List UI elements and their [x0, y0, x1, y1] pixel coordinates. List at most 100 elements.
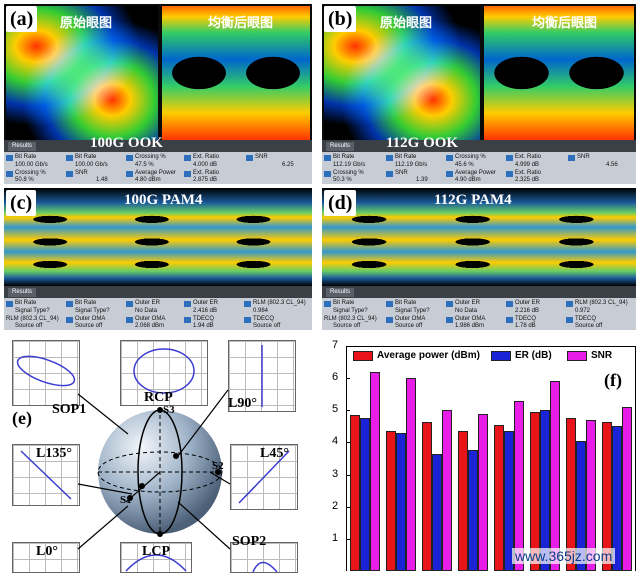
value-bit-rate-raw: 100.00 Gb/s — [15, 162, 48, 168]
panel-a: (a) 原始眼图 均衡后眼图 Results 100G OOK — [4, 4, 312, 152]
label-bit-rate: Bit Rate — [395, 154, 417, 160]
results-table-d: Bit Rate Signal Type? Bit Rate Signal Ty… — [322, 298, 636, 330]
info-icon — [506, 301, 513, 307]
equalized-eye-diagram-b — [484, 6, 634, 140]
y-tick-mark — [346, 410, 350, 412]
value-bit-rate-eq: 100.00 Gb/s — [75, 162, 108, 168]
bar-snr-3 — [442, 410, 452, 571]
info-icon — [506, 171, 513, 177]
label-outer-er: Outer ER — [455, 300, 481, 306]
legend-label-er: ER (dB) — [515, 350, 552, 361]
value-average-power: 4.90 dBm — [455, 177, 481, 183]
value-outer-er: No Data — [455, 308, 478, 314]
y-tick-label: 3 — [332, 467, 339, 480]
info-icon — [324, 301, 331, 307]
results-tabbar-c — [4, 286, 312, 298]
ellipse-lcp — [125, 554, 187, 572]
label-bit-rate: Bit Rate — [333, 300, 355, 306]
equalized-eye-diagram-a — [162, 6, 310, 140]
y-tick-mark — [346, 442, 350, 444]
y-tick-mark — [346, 538, 350, 540]
label-rlm: RLM (802.3 CL_94) — [324, 316, 377, 322]
info-icon — [6, 155, 13, 161]
state-label-lcp: LCP — [142, 544, 170, 559]
info-icon — [244, 301, 251, 307]
results-table-a: Bit Rate 100.00 Gb/s Bit Rate 100.00 Gb/… — [4, 152, 312, 184]
line-l90 — [261, 345, 263, 407]
y-tick-mark — [346, 474, 350, 476]
polarization-plot-l90 — [228, 340, 296, 412]
panel-c: (c) 100G PAM4 Results — [4, 188, 312, 298]
value-bit-rate-eq: 112.19 Gb/s — [395, 162, 428, 168]
y-tick-label: 2 — [332, 499, 339, 512]
results-tab-a[interactable]: Results — [8, 142, 37, 151]
line-l45 — [238, 450, 290, 504]
info-icon — [506, 155, 513, 161]
equalized-eye-title-b: 均衡后眼图 — [532, 16, 598, 31]
label-rlm: RLM (802.3 CL_94) — [253, 300, 306, 306]
label-crossing: Crossing % — [15, 170, 46, 176]
panel-e: (e) SOP1 RCP L90° L135° L45° L0° LCP SOP… — [0, 334, 320, 573]
label-snr: SNR — [75, 170, 88, 176]
label-rlm: RLM (802.3 CL_94) — [575, 300, 628, 306]
label-tdecq: TDECQ — [575, 316, 596, 322]
y-tick-mark — [346, 378, 350, 380]
polarization-plot-l45 — [230, 444, 298, 510]
results-tab-b[interactable]: Results — [326, 142, 355, 151]
polarization-plot-l135 — [12, 444, 80, 506]
info-icon — [246, 155, 253, 161]
results-tab-c[interactable]: Results — [8, 288, 37, 297]
info-icon — [126, 317, 133, 323]
value-outer-oma: 1.986 dBm — [455, 323, 485, 329]
results-tab-d[interactable]: Results — [326, 288, 355, 297]
format-label-b: 112G OOK — [386, 135, 459, 151]
bar-er-db-6 — [540, 410, 550, 571]
ellipse-rcp — [133, 348, 195, 394]
label-outer-er: Outer ER — [515, 300, 541, 306]
info-icon — [386, 317, 393, 323]
value-snr-2: 1.39 — [416, 177, 428, 183]
state-label-l135: L135° — [36, 446, 72, 461]
label-snr: SNR — [577, 154, 590, 160]
bar-chart-plot-area: Average power (dBm) ER (dB) SNR — [346, 346, 636, 571]
label-tdecq: TDECQ — [253, 316, 274, 322]
bar-average-power-dbm-3 — [422, 421, 432, 571]
bar-snr-4 — [478, 413, 488, 571]
polarization-plot-lcp — [120, 542, 192, 573]
bar-average-power-dbm-5 — [494, 424, 504, 571]
legend-swatch-average-power — [353, 351, 373, 361]
polarization-plot-l0 — [12, 542, 80, 573]
legend-label-snr: SNR — [591, 350, 613, 361]
bar-average-power-dbm-1 — [350, 415, 360, 571]
state-label-l45: L45° — [260, 446, 289, 461]
panel-label-b: (b) — [324, 6, 357, 32]
label-outer-oma: Outer OMA — [135, 316, 166, 322]
value-average-power: 4.80 dBm — [135, 177, 161, 183]
label-ext-ratio: Ext. Ratio — [193, 154, 220, 160]
label-bit-rate: Bit Rate — [75, 300, 97, 306]
info-icon — [506, 317, 513, 323]
label-crossing: Crossing % — [135, 154, 166, 160]
axis-label-s2: S2 — [212, 460, 224, 472]
info-icon — [66, 301, 73, 307]
bar-snr-8 — [622, 407, 632, 571]
info-icon — [386, 155, 393, 161]
info-icon — [66, 155, 73, 161]
panel-b: (b) 原始眼图 均衡后眼图 Results 112G OOK — [322, 4, 636, 152]
panel-label-d: (d) — [324, 190, 357, 216]
label-outer-oma: Outer OMA — [75, 316, 106, 322]
raw-eye-title-b: 原始眼图 — [380, 16, 433, 31]
label-snr: SNR — [255, 154, 268, 160]
label-bit-rate: Bit Rate — [75, 154, 97, 160]
value-crossing-2: 50.8 % — [15, 177, 34, 183]
label-bit-rate: Bit Rate — [15, 300, 37, 306]
info-icon — [324, 171, 331, 177]
label-bit-rate: Bit Rate — [15, 154, 37, 160]
watermark: www.365jz.com — [512, 548, 616, 564]
label-ext-ratio: Ext. Ratio — [515, 154, 542, 160]
raw-eye-title-a: 原始眼图 — [60, 16, 113, 31]
label-tdecq: TDECQ — [515, 316, 536, 322]
label-outer-oma: Outer OMA — [395, 316, 426, 322]
value-snr-2: 1.48 — [96, 177, 108, 183]
info-icon — [184, 155, 191, 161]
